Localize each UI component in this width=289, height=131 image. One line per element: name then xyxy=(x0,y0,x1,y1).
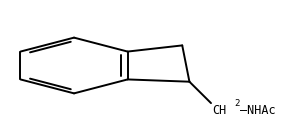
Text: 2: 2 xyxy=(234,99,239,108)
Text: CH: CH xyxy=(212,104,227,117)
Text: —NHAc: —NHAc xyxy=(240,104,275,117)
